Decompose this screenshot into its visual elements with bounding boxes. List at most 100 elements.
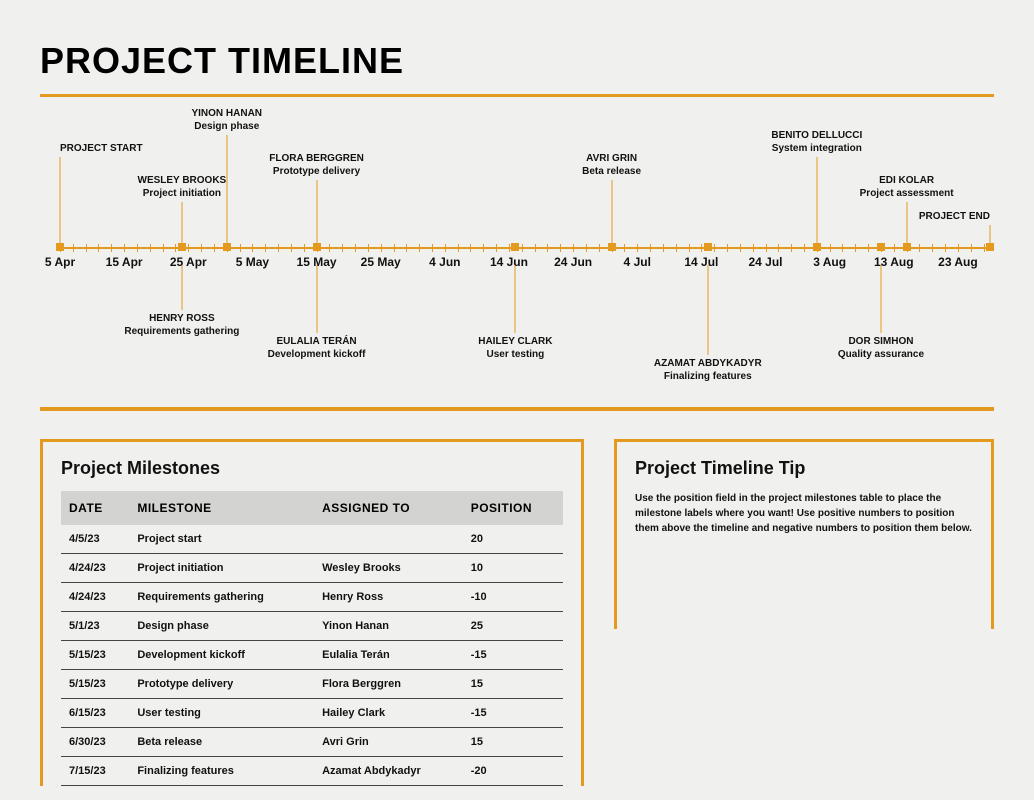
table-header: MILESTONE — [129, 491, 314, 525]
minor-tick — [458, 244, 459, 252]
table-cell: Design phase — [129, 612, 314, 641]
table-cell — [314, 525, 463, 554]
milestones-table: DATEMILESTONEASSIGNED TOPOSITION 4/5/23P… — [61, 491, 563, 786]
table-cell: Henry Ross — [314, 583, 463, 612]
minor-tick — [804, 244, 805, 252]
minor-tick — [175, 244, 176, 252]
minor-tick — [368, 244, 369, 252]
table-cell: 6/30/23 — [61, 728, 129, 757]
table-cell: User testing — [129, 699, 314, 728]
event-label: EDI KOLARProject assessment — [860, 174, 954, 200]
milestones-panel: Project Milestones DATEMILESTONEASSIGNED… — [40, 439, 584, 786]
minor-tick — [509, 244, 510, 252]
minor-tick — [547, 244, 548, 252]
table-cell: 5/15/23 — [61, 641, 129, 670]
event-label: PROJECT START — [60, 142, 143, 155]
event-leader — [316, 180, 317, 248]
event-label: DOR SIMHONQuality assurance — [838, 335, 924, 361]
minor-tick — [522, 244, 523, 252]
minor-tick — [406, 244, 407, 252]
table-cell: 20 — [463, 525, 563, 554]
minor-tick — [676, 244, 677, 252]
minor-tick — [137, 244, 138, 252]
event-label: FLORA BERGGRENPrototype delivery — [269, 152, 364, 178]
minor-tick — [727, 244, 728, 252]
minor-tick — [535, 244, 536, 252]
event-leader — [60, 157, 61, 247]
axis-label: 25 May — [361, 255, 401, 269]
table-cell: 4/24/23 — [61, 583, 129, 612]
minor-tick — [586, 244, 587, 252]
table-cell: Hailey Clark — [314, 699, 463, 728]
table-cell: Finalizing features — [129, 757, 314, 786]
minor-tick — [304, 244, 305, 252]
table-cell: -15 — [463, 699, 563, 728]
minor-tick — [637, 244, 638, 252]
event-leader — [226, 135, 227, 248]
tip-panel: Project Timeline Tip Use the position fi… — [614, 439, 994, 629]
table-row: 5/15/23Development kickoffEulalia Terán-… — [61, 641, 563, 670]
minor-tick — [163, 244, 164, 252]
minor-tick — [689, 244, 690, 252]
table-cell: -20 — [463, 757, 563, 786]
table-cell: Avri Grin — [314, 728, 463, 757]
table-row: 6/30/23Beta releaseAvri Grin15 — [61, 728, 563, 757]
minor-tick — [714, 244, 715, 252]
table-cell: Wesley Brooks — [314, 554, 463, 583]
event-leader — [515, 265, 516, 333]
minor-tick — [150, 244, 151, 252]
event-label: WESLEY BROOKSProject initiation — [138, 174, 227, 200]
event-leader — [181, 202, 182, 247]
minor-tick — [624, 244, 625, 252]
table-cell: Flora Berggren — [314, 670, 463, 699]
event-marker — [511, 243, 519, 251]
minor-tick — [753, 244, 754, 252]
table-row: 5/1/23Design phaseYinon Hanan25 — [61, 612, 563, 641]
minor-tick — [984, 244, 985, 252]
axis-label: 5 Apr — [45, 255, 75, 269]
minor-tick — [496, 244, 497, 252]
table-cell: Project start — [129, 525, 314, 554]
minor-tick — [111, 244, 112, 252]
table-cell: 15 — [463, 728, 563, 757]
minor-tick — [214, 244, 215, 252]
axis-label: 15 Apr — [106, 255, 143, 269]
minor-tick — [958, 244, 959, 252]
table-header: ASSIGNED TO — [314, 491, 463, 525]
minor-tick — [483, 244, 484, 252]
table-cell: 6/15/23 — [61, 699, 129, 728]
minor-tick — [945, 244, 946, 252]
event-leader — [707, 265, 708, 355]
table-cell: -10 — [463, 583, 563, 612]
axis-label: 3 Aug — [813, 255, 846, 269]
minor-tick — [573, 244, 574, 252]
bottom-panels: Project Milestones DATEMILESTONEASSIGNED… — [40, 439, 994, 786]
event-leader — [816, 157, 817, 247]
event-label: AVRI GRINBeta release — [582, 152, 641, 178]
table-row: 4/5/23Project start20 — [61, 525, 563, 554]
minor-tick — [470, 244, 471, 252]
minor-tick — [445, 244, 446, 252]
table-body: 4/5/23Project start204/24/23Project init… — [61, 525, 563, 786]
event-label: HENRY ROSSRequirements gathering — [124, 312, 239, 338]
minor-tick — [791, 244, 792, 252]
minor-tick — [919, 244, 920, 252]
tip-title: Project Timeline Tip — [635, 458, 973, 479]
axis-label: 23 Aug — [938, 255, 978, 269]
minor-tick — [291, 244, 292, 252]
table-row: 6/15/23User testingHailey Clark-15 — [61, 699, 563, 728]
minor-tick — [830, 244, 831, 252]
event-marker — [178, 243, 186, 251]
table-cell: Eulalia Terán — [314, 641, 463, 670]
table-cell: 4/24/23 — [61, 554, 129, 583]
table-header: DATE — [61, 491, 129, 525]
table-cell: -15 — [463, 641, 563, 670]
minor-tick — [740, 244, 741, 252]
minor-tick — [971, 244, 972, 252]
table-row: 4/24/23Requirements gatheringHenry Ross-… — [61, 583, 563, 612]
minor-tick — [932, 244, 933, 252]
axis-label: 4 Jun — [429, 255, 460, 269]
minor-tick — [394, 244, 395, 252]
minor-tick — [650, 244, 651, 252]
minor-tick — [329, 244, 330, 252]
